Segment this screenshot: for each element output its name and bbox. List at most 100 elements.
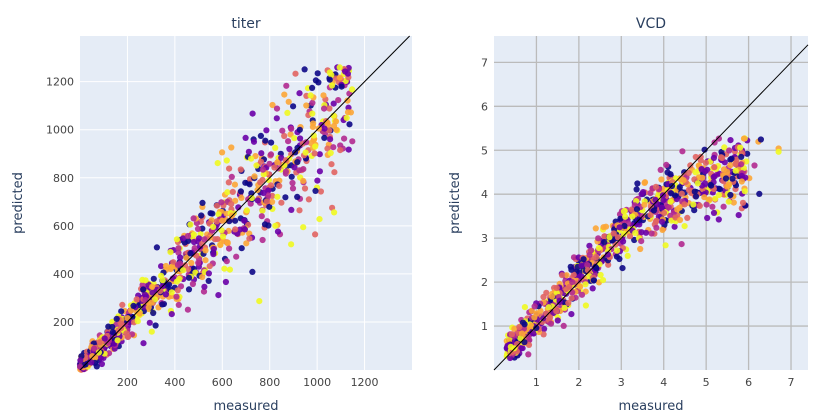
data-point: [177, 254, 184, 261]
data-point: [301, 185, 309, 192]
data-point: [320, 92, 327, 99]
data-point: [243, 240, 250, 247]
data-point: [341, 135, 348, 142]
data-point: [316, 168, 323, 175]
data-point: [271, 164, 278, 171]
data-point: [213, 218, 220, 225]
data-point: [162, 291, 169, 298]
titer-x-axis-title: measured: [214, 399, 279, 414]
data-point: [658, 176, 665, 183]
data-point: [586, 251, 593, 258]
data-point: [215, 292, 222, 299]
data-point: [620, 238, 627, 245]
titer-points: [76, 64, 356, 373]
data-point: [331, 209, 338, 216]
x-tick-label: 4: [660, 376, 667, 389]
data-point: [521, 321, 528, 328]
data-point: [346, 121, 353, 128]
data-point: [223, 258, 230, 265]
x-tick-label: 1200: [351, 376, 379, 389]
data-point: [224, 189, 231, 196]
data-point: [219, 217, 226, 224]
data-point: [113, 315, 120, 322]
data-point: [569, 289, 576, 296]
data-point: [533, 324, 540, 332]
data-point: [243, 207, 250, 214]
data-point: [140, 286, 147, 293]
x-tick-label: 5: [703, 376, 710, 389]
data-point: [637, 245, 644, 253]
data-point: [310, 120, 317, 127]
data-point: [619, 265, 626, 272]
data-point: [676, 216, 684, 224]
data-point: [150, 275, 157, 282]
x-tick-label: 400: [164, 376, 185, 389]
data-point: [349, 86, 356, 93]
data-point: [570, 271, 577, 278]
y-tick-label: 200: [53, 316, 74, 329]
y-tick-label: 3: [481, 232, 488, 245]
data-point: [614, 234, 622, 241]
data-point: [647, 211, 654, 219]
data-point: [292, 70, 299, 77]
data-point: [226, 245, 233, 252]
data-point: [716, 186, 724, 193]
data-point: [316, 151, 323, 158]
data-point: [633, 186, 640, 193]
data-point: [685, 169, 692, 177]
data-point: [253, 162, 260, 169]
data-point: [326, 105, 333, 112]
data-point: [174, 261, 181, 268]
data-point: [282, 157, 289, 164]
data-point: [180, 235, 187, 242]
data-point: [660, 197, 667, 204]
data-point: [260, 189, 267, 197]
data-point: [157, 288, 164, 295]
data-point: [531, 303, 538, 310]
data-point: [730, 199, 737, 206]
vcd-points: [503, 135, 782, 362]
data-point: [525, 351, 532, 358]
data-point: [285, 98, 292, 105]
titer-identity-line: [79, 35, 410, 371]
data-point: [248, 195, 255, 202]
data-point: [309, 99, 316, 106]
data-point: [289, 185, 297, 192]
data-point: [600, 224, 607, 231]
y-tick-label: 5: [481, 144, 488, 157]
data-point: [727, 137, 734, 144]
data-point: [251, 173, 258, 180]
data-point: [305, 196, 312, 203]
data-point: [134, 318, 141, 325]
data-point: [302, 149, 309, 156]
data-point: [195, 235, 203, 242]
data-point: [658, 204, 666, 211]
data-point: [235, 204, 242, 211]
data-point: [238, 194, 245, 201]
data-point: [530, 330, 537, 337]
data-point: [711, 139, 718, 146]
data-point: [605, 261, 612, 268]
data-point: [105, 323, 112, 330]
data-point: [590, 277, 597, 284]
data-point: [775, 148, 782, 155]
data-point: [663, 161, 670, 168]
data-point: [146, 319, 153, 326]
data-point: [312, 187, 319, 194]
data-point: [130, 302, 137, 309]
data-point: [554, 317, 561, 324]
titer-title: titer: [231, 16, 260, 32]
data-point: [183, 254, 190, 261]
data-point: [660, 209, 668, 217]
data-point: [237, 166, 244, 173]
data-point: [118, 308, 125, 315]
data-point: [309, 84, 316, 91]
data-point: [342, 68, 349, 75]
y-tick-label: 1000: [46, 124, 74, 137]
data-point: [577, 283, 584, 290]
data-point: [311, 150, 318, 157]
vcd-title: VCD: [636, 16, 666, 32]
data-point: [543, 310, 550, 317]
data-point: [671, 223, 678, 230]
data-point: [712, 195, 719, 202]
